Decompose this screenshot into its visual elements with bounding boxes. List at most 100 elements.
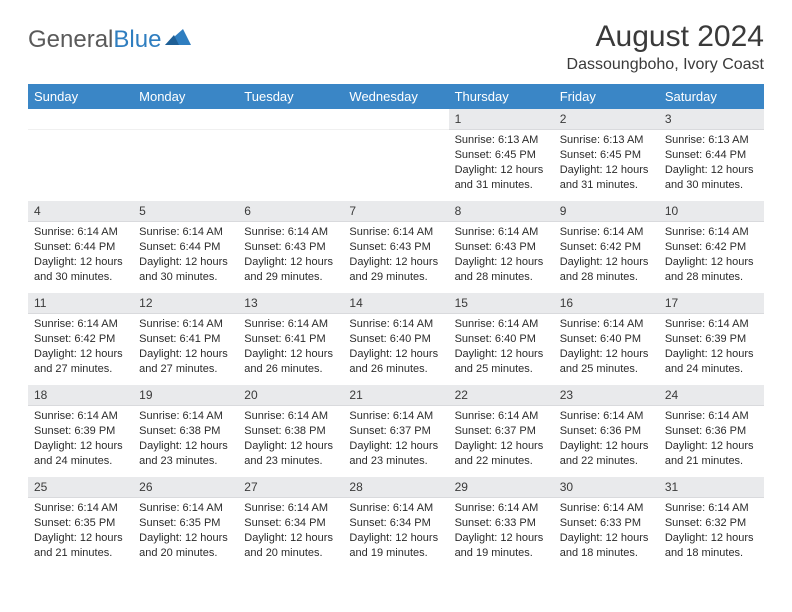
- calendar-day-cell: 10Sunrise: 6:14 AMSunset: 6:42 PMDayligh…: [659, 201, 764, 293]
- daylight-line: Daylight: 12 hours and 25 minutes.: [560, 347, 653, 377]
- day-number: 18: [28, 385, 133, 406]
- sunset-line: Sunset: 6:42 PM: [560, 240, 653, 255]
- sunset-line: Sunset: 6:40 PM: [349, 332, 442, 347]
- daylight-line: Daylight: 12 hours and 23 minutes.: [244, 439, 337, 469]
- weekday-saturday: Saturday: [659, 84, 764, 109]
- day-details: Sunrise: 6:14 AMSunset: 6:44 PMDaylight:…: [28, 222, 133, 288]
- weekday-wednesday: Wednesday: [343, 84, 448, 109]
- calendar-week-row: 11Sunrise: 6:14 AMSunset: 6:42 PMDayligh…: [28, 293, 764, 385]
- daylight-line: Daylight: 12 hours and 18 minutes.: [560, 531, 653, 561]
- sunset-line: Sunset: 6:43 PM: [349, 240, 442, 255]
- daylight-line: Daylight: 12 hours and 29 minutes.: [349, 255, 442, 285]
- calendar-day-cell: 2Sunrise: 6:13 AMSunset: 6:45 PMDaylight…: [554, 109, 659, 201]
- calendar-day-cell: 25Sunrise: 6:14 AMSunset: 6:35 PMDayligh…: [28, 477, 133, 569]
- sunrise-line: Sunrise: 6:14 AM: [560, 225, 653, 240]
- sunset-line: Sunset: 6:41 PM: [244, 332, 337, 347]
- calendar-week-row: 1Sunrise: 6:13 AMSunset: 6:45 PMDaylight…: [28, 109, 764, 201]
- calendar-page: GeneralBlue August 2024 Dassoungboho, Iv…: [0, 0, 792, 579]
- weekday-sunday: Sunday: [28, 84, 133, 109]
- day-details: Sunrise: 6:14 AMSunset: 6:42 PMDaylight:…: [659, 222, 764, 288]
- calendar-day-cell: 16Sunrise: 6:14 AMSunset: 6:40 PMDayligh…: [554, 293, 659, 385]
- day-number: 8: [449, 201, 554, 222]
- day-details: Sunrise: 6:14 AMSunset: 6:37 PMDaylight:…: [449, 406, 554, 472]
- calendar-day-cell: 31Sunrise: 6:14 AMSunset: 6:32 PMDayligh…: [659, 477, 764, 569]
- calendar-day-cell: 6Sunrise: 6:14 AMSunset: 6:43 PMDaylight…: [238, 201, 343, 293]
- day-details: Sunrise: 6:14 AMSunset: 6:39 PMDaylight:…: [659, 314, 764, 380]
- day-number: 15: [449, 293, 554, 314]
- sunrise-line: Sunrise: 6:14 AM: [244, 225, 337, 240]
- daylight-line: Daylight: 12 hours and 20 minutes.: [244, 531, 337, 561]
- logo-shape-icon: [165, 26, 191, 54]
- sunset-line: Sunset: 6:41 PM: [139, 332, 232, 347]
- sunrise-line: Sunrise: 6:14 AM: [665, 409, 758, 424]
- weekday-thursday: Thursday: [449, 84, 554, 109]
- daylight-line: Daylight: 12 hours and 30 minutes.: [139, 255, 232, 285]
- day-number: 6: [238, 201, 343, 222]
- day-number: 28: [343, 477, 448, 498]
- sunrise-line: Sunrise: 6:14 AM: [560, 501, 653, 516]
- sunrise-line: Sunrise: 6:14 AM: [349, 225, 442, 240]
- sunrise-line: Sunrise: 6:14 AM: [560, 317, 653, 332]
- day-number: 14: [343, 293, 448, 314]
- sunset-line: Sunset: 6:33 PM: [560, 516, 653, 531]
- day-details: Sunrise: 6:14 AMSunset: 6:33 PMDaylight:…: [449, 498, 554, 564]
- daylight-line: Daylight: 12 hours and 22 minutes.: [560, 439, 653, 469]
- day-details: Sunrise: 6:14 AMSunset: 6:33 PMDaylight:…: [554, 498, 659, 564]
- sunset-line: Sunset: 6:42 PM: [665, 240, 758, 255]
- sunset-line: Sunset: 6:36 PM: [560, 424, 653, 439]
- calendar-day-cell: 9Sunrise: 6:14 AMSunset: 6:42 PMDaylight…: [554, 201, 659, 293]
- sunset-line: Sunset: 6:44 PM: [665, 148, 758, 163]
- day-details: Sunrise: 6:14 AMSunset: 6:35 PMDaylight:…: [28, 498, 133, 564]
- logo-text-general: General: [28, 26, 113, 54]
- day-number: 1: [449, 109, 554, 130]
- sunrise-line: Sunrise: 6:14 AM: [455, 317, 548, 332]
- daylight-line: Daylight: 12 hours and 23 minutes.: [349, 439, 442, 469]
- sunset-line: Sunset: 6:42 PM: [34, 332, 127, 347]
- calendar-day-cell: 8Sunrise: 6:14 AMSunset: 6:43 PMDaylight…: [449, 201, 554, 293]
- day-number: 21: [343, 385, 448, 406]
- daylight-line: Daylight: 12 hours and 26 minutes.: [349, 347, 442, 377]
- daylight-line: Daylight: 12 hours and 29 minutes.: [244, 255, 337, 285]
- calendar-week-row: 4Sunrise: 6:14 AMSunset: 6:44 PMDaylight…: [28, 201, 764, 293]
- day-number: 9: [554, 201, 659, 222]
- sunrise-line: Sunrise: 6:14 AM: [244, 409, 337, 424]
- sunrise-line: Sunrise: 6:14 AM: [139, 501, 232, 516]
- daylight-line: Daylight: 12 hours and 24 minutes.: [34, 439, 127, 469]
- sunrise-line: Sunrise: 6:14 AM: [455, 501, 548, 516]
- day-details: Sunrise: 6:14 AMSunset: 6:37 PMDaylight:…: [343, 406, 448, 472]
- day-details: Sunrise: 6:14 AMSunset: 6:36 PMDaylight:…: [659, 406, 764, 472]
- calendar-day-cell: [343, 109, 448, 201]
- sunset-line: Sunset: 6:38 PM: [139, 424, 232, 439]
- daylight-line: Daylight: 12 hours and 28 minutes.: [665, 255, 758, 285]
- daylight-line: Daylight: 12 hours and 31 minutes.: [560, 163, 653, 193]
- sunset-line: Sunset: 6:33 PM: [455, 516, 548, 531]
- weekday-friday: Friday: [554, 84, 659, 109]
- day-details: Sunrise: 6:14 AMSunset: 6:38 PMDaylight:…: [133, 406, 238, 472]
- calendar-day-cell: 11Sunrise: 6:14 AMSunset: 6:42 PMDayligh…: [28, 293, 133, 385]
- sunset-line: Sunset: 6:34 PM: [244, 516, 337, 531]
- calendar-day-cell: 14Sunrise: 6:14 AMSunset: 6:40 PMDayligh…: [343, 293, 448, 385]
- day-number: 10: [659, 201, 764, 222]
- sunset-line: Sunset: 6:35 PM: [139, 516, 232, 531]
- calendar-day-cell: 29Sunrise: 6:14 AMSunset: 6:33 PMDayligh…: [449, 477, 554, 569]
- sunset-line: Sunset: 6:44 PM: [34, 240, 127, 255]
- sunset-line: Sunset: 6:44 PM: [139, 240, 232, 255]
- sunset-line: Sunset: 6:32 PM: [665, 516, 758, 531]
- day-details: Sunrise: 6:14 AMSunset: 6:43 PMDaylight:…: [449, 222, 554, 288]
- calendar-day-cell: 5Sunrise: 6:14 AMSunset: 6:44 PMDaylight…: [133, 201, 238, 293]
- calendar-table: Sunday Monday Tuesday Wednesday Thursday…: [28, 84, 764, 569]
- day-details: Sunrise: 6:14 AMSunset: 6:35 PMDaylight:…: [133, 498, 238, 564]
- sunset-line: Sunset: 6:36 PM: [665, 424, 758, 439]
- day-details: Sunrise: 6:14 AMSunset: 6:32 PMDaylight:…: [659, 498, 764, 564]
- day-details: Sunrise: 6:14 AMSunset: 6:43 PMDaylight:…: [238, 222, 343, 288]
- sunrise-line: Sunrise: 6:14 AM: [139, 409, 232, 424]
- day-number: 11: [28, 293, 133, 314]
- day-number: 23: [554, 385, 659, 406]
- day-number: 31: [659, 477, 764, 498]
- day-details: Sunrise: 6:14 AMSunset: 6:42 PMDaylight:…: [28, 314, 133, 380]
- daylight-line: Daylight: 12 hours and 31 minutes.: [455, 163, 548, 193]
- weekday-header-row: Sunday Monday Tuesday Wednesday Thursday…: [28, 84, 764, 109]
- day-number: 13: [238, 293, 343, 314]
- calendar-day-cell: 19Sunrise: 6:14 AMSunset: 6:38 PMDayligh…: [133, 385, 238, 477]
- calendar-day-cell: [28, 109, 133, 201]
